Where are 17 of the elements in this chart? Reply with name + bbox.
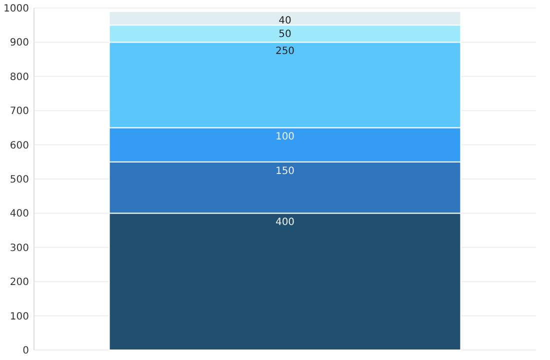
data-label: 40 — [278, 15, 292, 26]
data-label: 150 — [275, 166, 295, 177]
y-tick-label: 300 — [10, 242, 29, 254]
data-label: 100 — [275, 132, 295, 143]
y-tick-label: 0 — [22, 346, 29, 356]
y-tick-label: 200 — [10, 277, 29, 288]
data-label: 50 — [278, 29, 292, 40]
y-tick-label: 1000 — [4, 4, 29, 14]
y-tick-label: 500 — [10, 174, 29, 186]
y-tick-label: 100 — [10, 311, 29, 322]
y-tick-label: 900 — [10, 38, 29, 49]
y-tick-label: 400 — [10, 208, 29, 220]
data-label: 400 — [275, 217, 295, 228]
y-tick-label: 600 — [10, 140, 29, 152]
y-tick-label: 700 — [10, 106, 29, 118]
y-tick-label: 800 — [10, 72, 29, 83]
data-label: 250 — [275, 46, 295, 58]
